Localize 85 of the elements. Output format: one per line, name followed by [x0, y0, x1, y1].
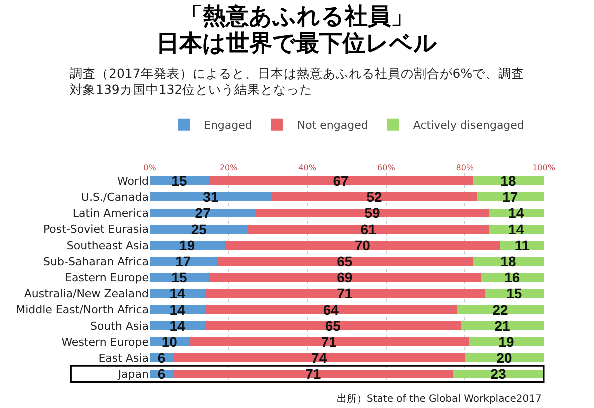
data-label: 69 — [337, 270, 353, 286]
data-label: 17 — [502, 189, 518, 206]
legend-label: Actively disengaged — [413, 119, 524, 132]
data-label: 25 — [191, 221, 208, 238]
data-label: 71 — [321, 334, 338, 350]
legend-label: Not engaged — [297, 119, 368, 132]
bar — [174, 354, 466, 363]
y-tick-label: Western Europe — [62, 336, 150, 349]
data-label: 14 — [170, 318, 186, 334]
bar — [469, 338, 544, 346]
data-label: 14 — [508, 205, 524, 222]
bar — [465, 354, 544, 363]
data-label: 15 — [172, 270, 188, 286]
data-label: 70 — [354, 237, 371, 254]
bar — [150, 257, 217, 266]
data-label: 18 — [500, 173, 516, 190]
bar — [477, 192, 544, 202]
data-label: 22 — [492, 302, 509, 318]
x-tick-label: 60% — [378, 163, 396, 172]
data-label: 27 — [195, 205, 212, 222]
x-tick-label: 0% — [144, 163, 157, 172]
y-tick-label: U.S./Canada — [81, 190, 149, 204]
data-label: 31 — [203, 189, 219, 206]
data-label: 18 — [500, 254, 516, 270]
data-label: 71 — [337, 286, 353, 302]
y-tick-label: Southeast Asia — [66, 239, 149, 252]
data-label: 14 — [508, 221, 524, 238]
data-label: 21 — [494, 318, 511, 334]
data-label: 16 — [504, 270, 520, 286]
bar — [174, 370, 454, 379]
data-label: 64 — [323, 302, 340, 318]
y-tick-label: Eastern Europe — [65, 271, 150, 284]
y-tick-label: World — [117, 174, 149, 188]
data-label: 19 — [180, 237, 196, 254]
bar — [216, 257, 474, 266]
x-tick-label: 40% — [298, 163, 317, 172]
data-label: 17 — [176, 254, 192, 270]
bar — [256, 208, 489, 218]
data-label: 15 — [172, 173, 188, 190]
data-label: 11 — [514, 237, 530, 254]
bar — [150, 241, 225, 250]
bar — [189, 338, 470, 346]
data-label: 23 — [490, 366, 507, 382]
data-label: 52 — [366, 189, 382, 206]
data-label: 14 — [170, 302, 186, 318]
y-tick-label: Latin America — [72, 207, 149, 220]
bar — [205, 305, 458, 314]
chart-title: 「熱意あふれる社員」日本は世界で最下位レベル — [156, 4, 438, 58]
data-label: 14 — [170, 286, 186, 302]
bar — [248, 224, 489, 234]
bar — [150, 224, 248, 234]
y-tick-label: Middle East/North Africa — [16, 304, 149, 317]
x-tick-label: 100% — [532, 163, 556, 172]
y-tick-label: East Asia — [98, 352, 149, 365]
bar — [209, 176, 474, 186]
data-label: 20 — [496, 350, 512, 366]
data-label: 61 — [360, 221, 377, 238]
y-tick-label: Post-Soviet Eurasia — [43, 223, 149, 236]
data-label: 65 — [325, 318, 342, 334]
bar — [272, 192, 478, 202]
data-label: 65 — [337, 254, 353, 270]
bar — [461, 321, 544, 330]
data-label: 71 — [306, 366, 322, 382]
data-label: 74 — [312, 350, 328, 366]
data-label: 10 — [162, 334, 178, 350]
text: 出所）State of the Global Workplace2017 — [337, 393, 542, 405]
y-tick-label: Australia/New Zealand — [24, 288, 149, 301]
bar — [150, 192, 272, 202]
chart-subtitle: 調査（2017年発表）によると、日本は熱意あふれる社員の割合が6%で、調査対象139カ国中132位という結果となった — [70, 66, 526, 98]
bar — [205, 289, 485, 298]
x-tick-label: 20% — [220, 163, 238, 172]
data-label: 59 — [364, 205, 381, 222]
bar — [205, 321, 462, 330]
bar — [224, 241, 501, 250]
x-tick-label: 80% — [456, 163, 474, 172]
data-label: 15 — [506, 286, 522, 302]
data-label: 6 — [158, 350, 166, 366]
data-label: 19 — [498, 334, 514, 350]
y-tick-label: Japan — [117, 368, 150, 382]
data-label: 67 — [333, 173, 349, 190]
legend-label: Engaged — [204, 119, 252, 132]
data-label: 6 — [158, 366, 166, 382]
y-tick-label: Sub-Saharan Africa — [44, 255, 149, 268]
bar — [209, 273, 481, 282]
y-tick-label: South Asia — [90, 320, 149, 333]
